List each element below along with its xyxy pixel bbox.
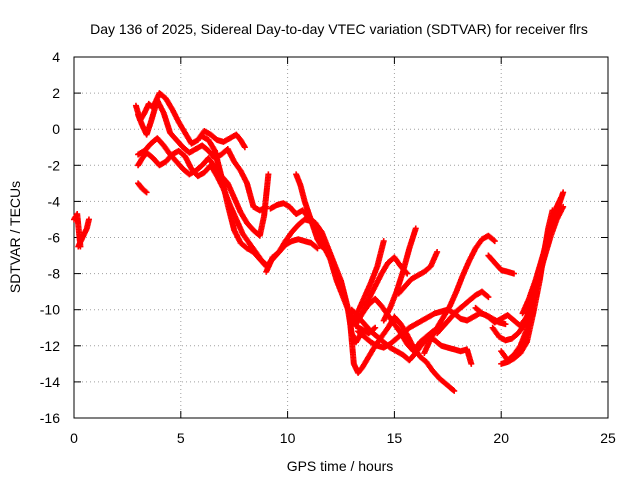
y-tick-label: 0 (52, 121, 60, 137)
series-arc-y (519, 203, 565, 317)
y-tick-label: -12 (40, 338, 60, 354)
data-point (314, 245, 321, 252)
data-point (241, 144, 248, 151)
data-point (451, 387, 458, 394)
series-arc-j (346, 312, 458, 394)
data-point (511, 270, 518, 277)
y-tick-label: -2 (48, 157, 61, 173)
series-arc-f (135, 180, 150, 196)
data-point (326, 251, 333, 258)
y-tick-label: -14 (40, 374, 60, 390)
y-tick-label: -8 (48, 266, 61, 282)
data-point (491, 238, 498, 245)
y-tick-label: -6 (48, 230, 61, 246)
series-arc-l (352, 295, 443, 355)
y-tick-label: 4 (52, 49, 60, 65)
series-arc-h (293, 171, 334, 259)
data-point (327, 252, 334, 259)
data-point (372, 324, 379, 331)
data-point (434, 248, 441, 255)
series-arc-r (421, 232, 498, 357)
series-arc-p (380, 225, 419, 324)
data-point (502, 321, 509, 328)
axes (73, 56, 609, 419)
data-point (468, 360, 475, 367)
y-axis-label: SDTVAR / TECUs (7, 181, 23, 293)
data-points (71, 90, 567, 394)
data-point (313, 244, 320, 251)
data-point (450, 387, 457, 394)
series-arc-i (263, 236, 321, 275)
data-point (484, 293, 491, 300)
y-tick-label: -16 (40, 410, 60, 426)
data-point (558, 203, 565, 210)
x-tick-label: 15 (387, 430, 403, 446)
x-tick-label: 0 (70, 430, 78, 446)
plot-border (73, 56, 609, 419)
y-tick-label: -10 (40, 302, 60, 318)
x-tick-label: 25 (600, 430, 616, 446)
series-arc-q (395, 248, 441, 297)
series-arc-n (359, 254, 411, 317)
x-tick-label: 10 (280, 430, 296, 446)
series-arc-early-2 (75, 216, 92, 250)
data-point (85, 216, 92, 223)
data-point (490, 237, 497, 244)
y-tick-label: -4 (48, 193, 61, 209)
x-axis-label: GPS time / hours (287, 458, 394, 474)
series-arc-s (434, 288, 492, 337)
series-arc-e (199, 133, 379, 337)
data-point (558, 194, 565, 201)
data-point (560, 189, 567, 196)
data-point (412, 225, 419, 232)
data-point (142, 188, 149, 195)
data-point (380, 238, 387, 245)
data-point (485, 294, 492, 301)
x-tick-label: 20 (493, 430, 509, 446)
chart-title: Day 136 of 2025, Sidereal Day-to-day VTE… (90, 21, 588, 37)
series-arc-b (135, 97, 270, 214)
data-point (371, 325, 378, 332)
series-arc-o (348, 238, 387, 328)
data-point (143, 189, 150, 196)
series-arc-t (485, 252, 518, 277)
data-point (265, 171, 272, 178)
x-tick-label: 5 (177, 430, 185, 446)
data-point (549, 207, 556, 214)
y-tick-label: 2 (52, 85, 60, 101)
